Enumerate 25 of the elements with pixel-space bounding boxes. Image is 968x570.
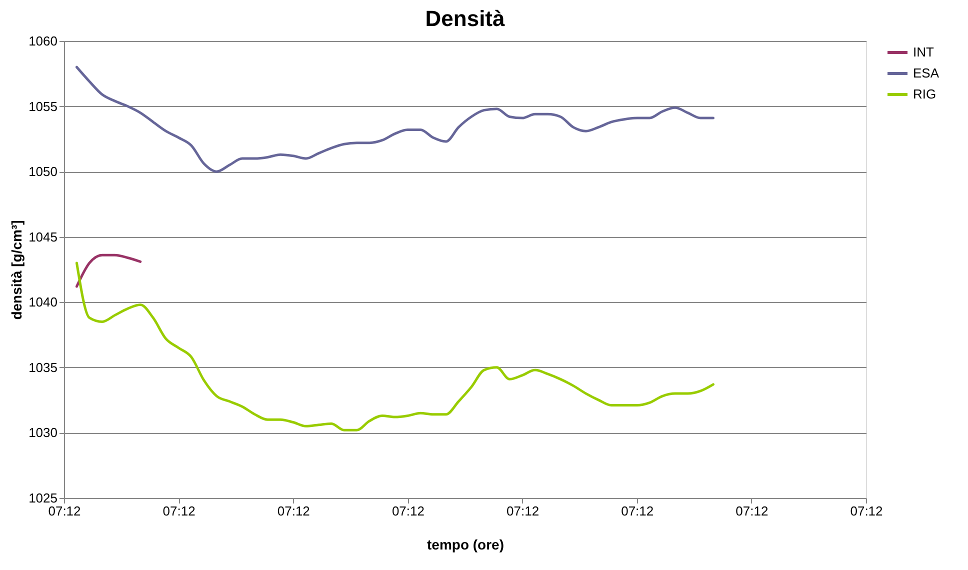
x-tick-label: 07:12 [850, 504, 883, 518]
x-tick-label: 07:12 [392, 504, 424, 518]
y-tick-label: 1060 [28, 34, 58, 48]
legend-label: INT [913, 44, 934, 60]
x-tick-label: 07:12 [48, 504, 81, 518]
x-tick-label: 07:12 [277, 504, 310, 518]
x-tick-label: 07:12 [736, 504, 768, 518]
y-tick-label: 1050 [28, 164, 58, 180]
legend-label: RIG [913, 86, 936, 102]
y-axis-title: densità [g/cm³] [8, 220, 25, 320]
y-tick-label: 1040 [28, 294, 58, 310]
line-series [75, 262, 714, 432]
line-series [75, 66, 714, 173]
y-tick-label: 1030 [28, 425, 58, 440]
line-series [75, 254, 142, 288]
x-axis-title: tempo (ore) [427, 536, 504, 552]
y-tick-label: 1055 [28, 98, 58, 114]
x-tick-label: 07:12 [506, 504, 540, 518]
y-tick-label: 1025 [28, 490, 58, 506]
chart-title: Densità [425, 6, 506, 31]
x-tick-label: 07:12 [621, 504, 654, 518]
y-tick-label: 1035 [28, 360, 58, 375]
x-tick-label: 07:12 [162, 504, 196, 518]
y-tick-label: 1045 [28, 229, 58, 244]
legend-label: ESA [913, 66, 940, 80]
